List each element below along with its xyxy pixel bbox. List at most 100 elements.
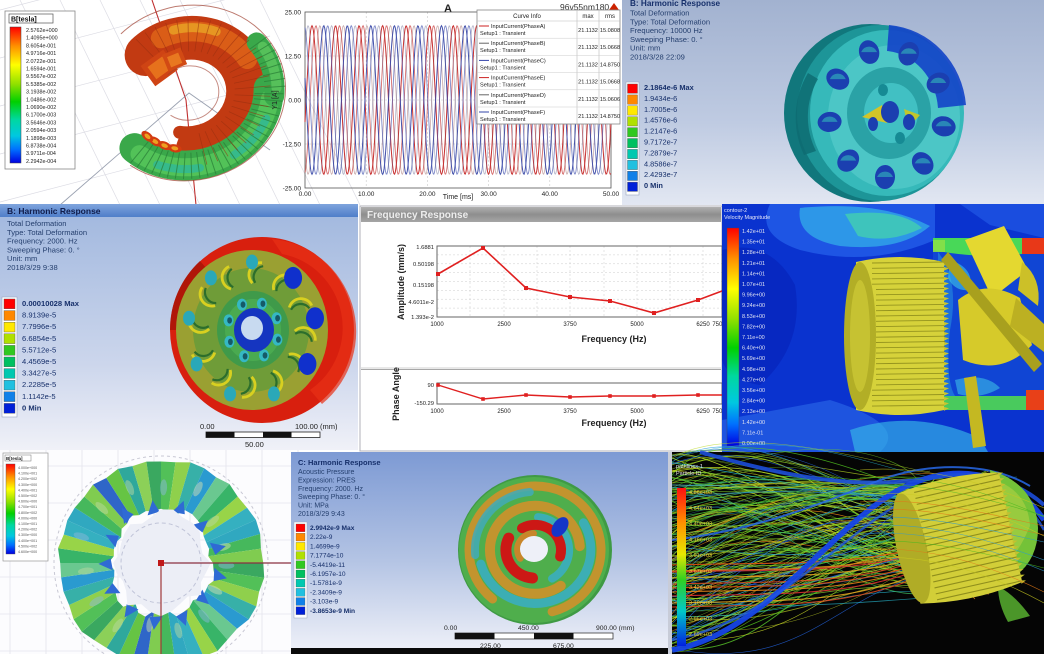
svg-text:6.40e+00: 6.40e+00 (742, 346, 765, 352)
svg-text:0.00010028 Max: 0.00010028 Max (22, 299, 80, 308)
svg-text:2.2942e-004: 2.2942e-004 (26, 159, 56, 165)
svg-text:15.0808: 15.0808 (600, 28, 620, 34)
svg-text:Setup1 : Transient: Setup1 : Transient (480, 65, 526, 71)
svg-text:Setup1 : Transient: Setup1 : Transient (480, 31, 526, 37)
svg-text:3.91e+03: 3.91e+03 (689, 553, 712, 559)
svg-text:6.6854e-5: 6.6854e-5 (22, 334, 56, 343)
svg-text:1.1142e-5: 1.1142e-5 (22, 392, 56, 401)
svg-text:InputCurrent(PhaseA): InputCurrent(PhaseA) (491, 24, 546, 30)
svg-text:Total Deformation: Total Deformation (630, 9, 690, 18)
svg-text:Unit: mm: Unit: mm (7, 254, 37, 263)
svg-text:2018/3/28 22:09: 2018/3/28 22:09 (630, 53, 685, 62)
svg-text:675.00: 675.00 (553, 643, 574, 650)
svg-text:21.1132: 21.1132 (578, 62, 598, 68)
svg-text:21.1132: 21.1132 (578, 28, 598, 34)
svg-text:21.1132: 21.1132 (578, 45, 598, 51)
svg-text:7500: 7500 (712, 409, 726, 415)
svg-text:4.98e+00: 4.98e+00 (742, 367, 765, 373)
svg-text:40.00: 40.00 (542, 191, 559, 198)
svg-text:90: 90 (428, 383, 434, 389)
svg-text:4.300e+000: 4.300e+000 (18, 533, 37, 537)
svg-text:-3.103e-9: -3.103e-9 (310, 599, 339, 606)
svg-text:Setup1 : Transient: Setup1 : Transient (480, 83, 526, 89)
svg-text:Acoustic Pressure: Acoustic Pressure (298, 469, 355, 476)
svg-text:2.69e+03: 2.69e+03 (689, 632, 712, 638)
svg-text:Velocity Magnitude: Velocity Magnitude (724, 215, 770, 221)
svg-text:Frequency: 2000. Hz: Frequency: 2000. Hz (298, 486, 363, 493)
svg-text:7.2879e-7: 7.2879e-7 (644, 148, 677, 157)
svg-text:3.16e+03: 3.16e+03 (689, 601, 712, 607)
svg-text:0 Min: 0 Min (644, 181, 663, 190)
svg-text:1.0690e-002: 1.0690e-002 (26, 105, 56, 111)
svg-text:4.500e+002: 4.500e+002 (18, 544, 37, 548)
svg-text:2.1864e-6 Max: 2.1864e-6 Max (644, 83, 695, 92)
svg-text:Phase Angle: Phase Angle (391, 367, 401, 421)
svg-text:B[tesla]: B[tesla] (6, 456, 23, 461)
svg-text:9.7172e-7: 9.7172e-7 (644, 138, 677, 147)
svg-text:4.9716e-001: 4.9716e-001 (26, 51, 56, 57)
svg-text:12.50: 12.50 (285, 54, 302, 61)
svg-text:50.00: 50.00 (603, 191, 620, 198)
svg-text:14.8750: 14.8750 (600, 62, 620, 68)
svg-text:1.9434e-6: 1.9434e-6 (644, 94, 677, 103)
svg-text:15.0606: 15.0606 (600, 97, 620, 103)
svg-text:9.96e+00: 9.96e+00 (742, 293, 765, 299)
svg-text:Frequency (Hz): Frequency (Hz) (581, 334, 646, 344)
svg-text:Setup1 : Transient: Setup1 : Transient (480, 100, 526, 106)
svg-text:6.8738e-004: 6.8738e-004 (26, 144, 56, 150)
svg-text:21.1132: 21.1132 (578, 114, 598, 120)
svg-text:20.00: 20.00 (419, 191, 436, 198)
svg-text:Sweeping Phase: 0. °: Sweeping Phase: 0. ° (630, 35, 703, 44)
svg-text:3.42e+03: 3.42e+03 (689, 585, 712, 591)
svg-text:4.8586e-7: 4.8586e-7 (644, 159, 677, 168)
svg-text:1.6881: 1.6881 (416, 245, 434, 251)
svg-text:2.22e-9: 2.22e-9 (310, 534, 333, 541)
svg-text:8.9139e-5: 8.9139e-5 (22, 311, 56, 320)
svg-text:4.200e+002: 4.200e+002 (18, 477, 37, 481)
svg-text:3.3427e-5: 3.3427e-5 (22, 369, 56, 378)
svg-text:100.00 (mm): 100.00 (mm) (295, 422, 338, 431)
svg-text:9.24e+00: 9.24e+00 (742, 303, 765, 309)
svg-text:Amplitude (mm/s): Amplitude (mm/s) (396, 244, 406, 320)
svg-text:4.100e+001: 4.100e+001 (18, 522, 37, 526)
svg-text:4.86e+03: 4.86e+03 (689, 490, 712, 496)
svg-text:-6.1957e-10: -6.1957e-10 (310, 571, 346, 578)
svg-text:-2.3409e-9: -2.3409e-9 (310, 589, 342, 596)
svg-text:9.5567e-002: 9.5567e-002 (26, 74, 56, 80)
svg-text:6250: 6250 (696, 322, 710, 328)
svg-text:2.0722e-001: 2.0722e-001 (26, 59, 56, 65)
svg-text:A: A (444, 3, 452, 15)
svg-text:7.11e+00: 7.11e+00 (742, 335, 765, 341)
svg-text:1.4699e-9: 1.4699e-9 (310, 543, 340, 550)
svg-text:7.11e-01: 7.11e-01 (742, 430, 763, 436)
svg-text:pathlines-1: pathlines-1 (676, 464, 703, 470)
svg-text:B[tesla]: B[tesla] (11, 17, 37, 24)
svg-text:2018/3/29 9:43: 2018/3/29 9:43 (298, 511, 345, 518)
svg-text:2.84e+00: 2.84e+00 (742, 399, 765, 405)
svg-text:Frequency: 2000. Hz: Frequency: 2000. Hz (7, 237, 78, 246)
svg-text:6250: 6250 (696, 409, 710, 415)
svg-text:4.40e+03: 4.40e+03 (689, 522, 712, 528)
svg-text:Time [ms]: Time [ms] (443, 194, 474, 201)
svg-text:2.5762e+000: 2.5762e+000 (26, 28, 58, 34)
svg-text:1.4095e+000: 1.4095e+000 (26, 36, 58, 42)
svg-text:15.0668: 15.0668 (600, 80, 620, 86)
svg-text:0 Min: 0 Min (22, 403, 42, 412)
svg-text:25.00: 25.00 (285, 10, 302, 17)
svg-text:5000: 5000 (630, 322, 644, 328)
svg-text:2.2285e-5: 2.2285e-5 (22, 380, 56, 389)
svg-text:Particle ID: Particle ID (676, 471, 701, 477)
svg-text:Setup1 : Transient: Setup1 : Transient (480, 48, 526, 54)
svg-text:Unit: mm: Unit: mm (630, 44, 660, 53)
svg-text:7.7996e-5: 7.7996e-5 (22, 322, 56, 331)
svg-text:Sweeping Phase: 0. °: Sweeping Phase: 0. ° (7, 245, 80, 254)
svg-text:InputCurrent(PhaseF): InputCurrent(PhaseF) (491, 110, 545, 116)
svg-text:1.35e+01: 1.35e+01 (742, 240, 765, 246)
svg-text:3.67e+03: 3.67e+03 (689, 569, 712, 575)
svg-text:1.0486e-002: 1.0486e-002 (26, 97, 56, 103)
svg-text:1.28e+01: 1.28e+01 (742, 250, 765, 256)
svg-text:Type: Total Deformation: Type: Total Deformation (630, 17, 710, 26)
svg-text:1.1898e-003: 1.1898e-003 (26, 136, 56, 142)
svg-text:1.21e+01: 1.21e+01 (742, 261, 765, 267)
svg-text:Sweeping Phase: 0. °: Sweeping Phase: 0. ° (298, 493, 365, 501)
